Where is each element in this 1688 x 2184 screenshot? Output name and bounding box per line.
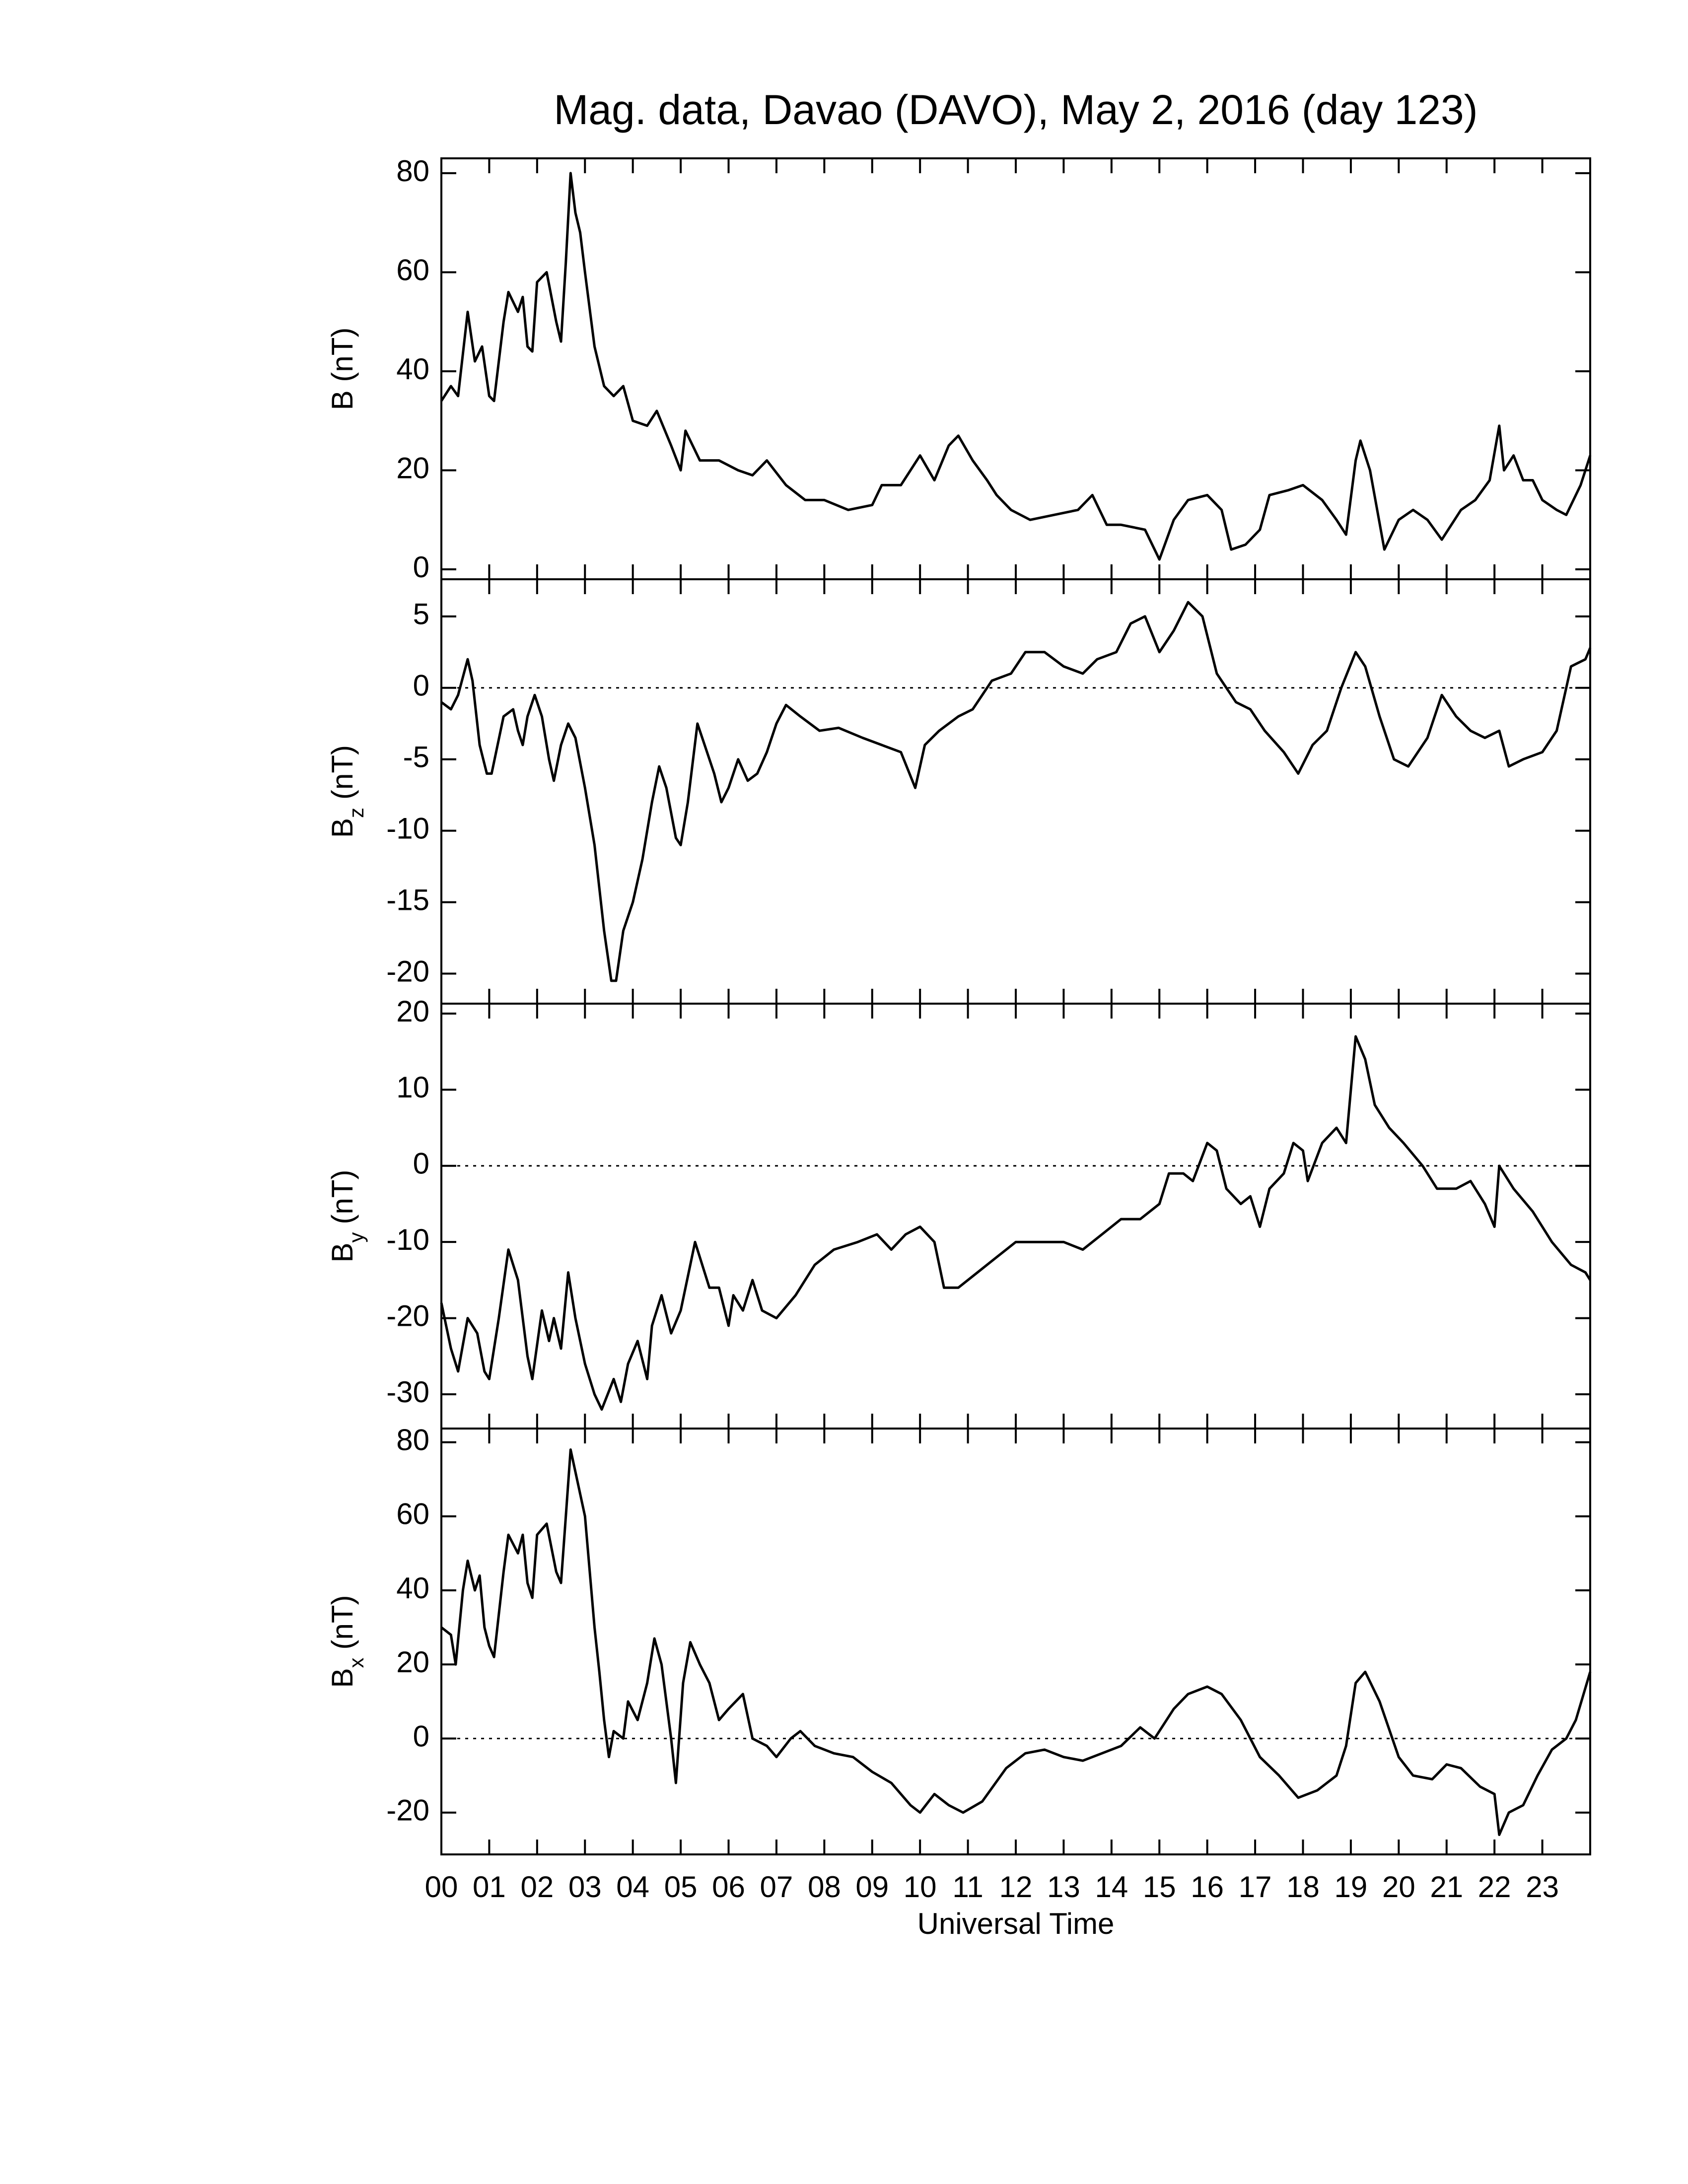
y-axis-label: By (nT): [326, 1169, 368, 1262]
data-line: [440, 172, 1592, 561]
y-tick-label: 20: [396, 451, 429, 484]
x-tick-label: 13: [1047, 1870, 1080, 1904]
x-tick-label: 18: [1286, 1870, 1320, 1904]
x-tick-label: 15: [1143, 1870, 1176, 1904]
y-axis-label: B (nT): [326, 328, 359, 410]
y-tick-label: 5: [413, 598, 429, 631]
y-tick-label: 20: [396, 1645, 429, 1679]
y-tick-label: 60: [396, 253, 429, 286]
y-axis-label-text: B: [326, 1242, 359, 1262]
data-line: [440, 601, 1592, 982]
y-tick-label: 10: [396, 1071, 429, 1104]
x-tick-label: 07: [760, 1870, 793, 1904]
x-tick-label: 22: [1478, 1870, 1511, 1904]
x-tick-label: 08: [808, 1870, 841, 1904]
x-tick-label: 14: [1095, 1870, 1128, 1904]
y-tick-label: 0: [413, 669, 429, 702]
x-tick-label: 17: [1239, 1870, 1272, 1904]
y-axis-label-unit: (nT): [326, 745, 359, 800]
y-axis-label-subscript: y: [345, 1232, 368, 1242]
y-axis-label-subscript: z: [345, 808, 368, 818]
y-tick-label: 0: [413, 550, 429, 584]
y-tick-label: 0: [413, 1719, 429, 1753]
y-tick-label: -5: [403, 741, 429, 774]
x-tick-label: 02: [520, 1870, 554, 1904]
y-tick-label: -10: [386, 1223, 429, 1256]
y-tick-label: 40: [396, 352, 429, 386]
x-tick-label: 20: [1382, 1870, 1415, 1904]
y-tick-label: -20: [386, 955, 429, 988]
x-tick-label: 05: [664, 1870, 698, 1904]
chart-title: Mag. data, Davao (DAVO), May 2, 2016 (da…: [554, 86, 1477, 133]
y-tick-label: -20: [386, 1299, 429, 1332]
x-tick-label: 23: [1526, 1870, 1559, 1904]
x-tick-label: 19: [1335, 1870, 1368, 1904]
data-line: [440, 1035, 1592, 1411]
y-axis-label-unit: (nT): [326, 1169, 359, 1224]
y-tick-label: 60: [396, 1498, 429, 1531]
x-tick-label: 12: [999, 1870, 1033, 1904]
x-tick-label: 09: [855, 1870, 889, 1904]
x-axis-label: Universal Time: [917, 1907, 1115, 1940]
y-tick-label: -10: [386, 812, 429, 845]
y-axis-label-text: B: [326, 818, 359, 838]
y-tick-label: 80: [396, 1423, 429, 1456]
y-axis-label: Bz (nT): [326, 745, 368, 838]
y-tick-label: -30: [386, 1375, 429, 1409]
y-axis-label-subscript: x: [345, 1657, 368, 1668]
y-tick-label: 80: [396, 154, 429, 188]
x-tick-label: 04: [616, 1870, 649, 1904]
y-axis-label-text: B (nT): [326, 328, 359, 410]
y-tick-label: -15: [386, 883, 429, 916]
x-tick-label: 10: [904, 1870, 937, 1904]
x-tick-label: 21: [1430, 1870, 1463, 1904]
y-tick-label: 40: [396, 1571, 429, 1605]
y-tick-label: 0: [413, 1147, 429, 1180]
plot-frame: [440, 1428, 1591, 1855]
x-tick-label: 01: [473, 1870, 506, 1904]
x-tick-label: 03: [568, 1870, 602, 1904]
y-axis-label: Bx (nT): [326, 1595, 368, 1688]
x-tick-label: 00: [425, 1870, 458, 1904]
x-tick-label: 11: [952, 1870, 983, 1904]
y-axis-label-unit: (nT): [326, 1595, 359, 1649]
data-line: [440, 1448, 1592, 1836]
x-tick-label: 16: [1191, 1870, 1224, 1904]
y-axis-label-text: B: [326, 1668, 359, 1688]
y-tick-label: 20: [396, 995, 429, 1028]
y-tick-label: -20: [386, 1794, 429, 1827]
x-tick-label: 06: [712, 1870, 745, 1904]
